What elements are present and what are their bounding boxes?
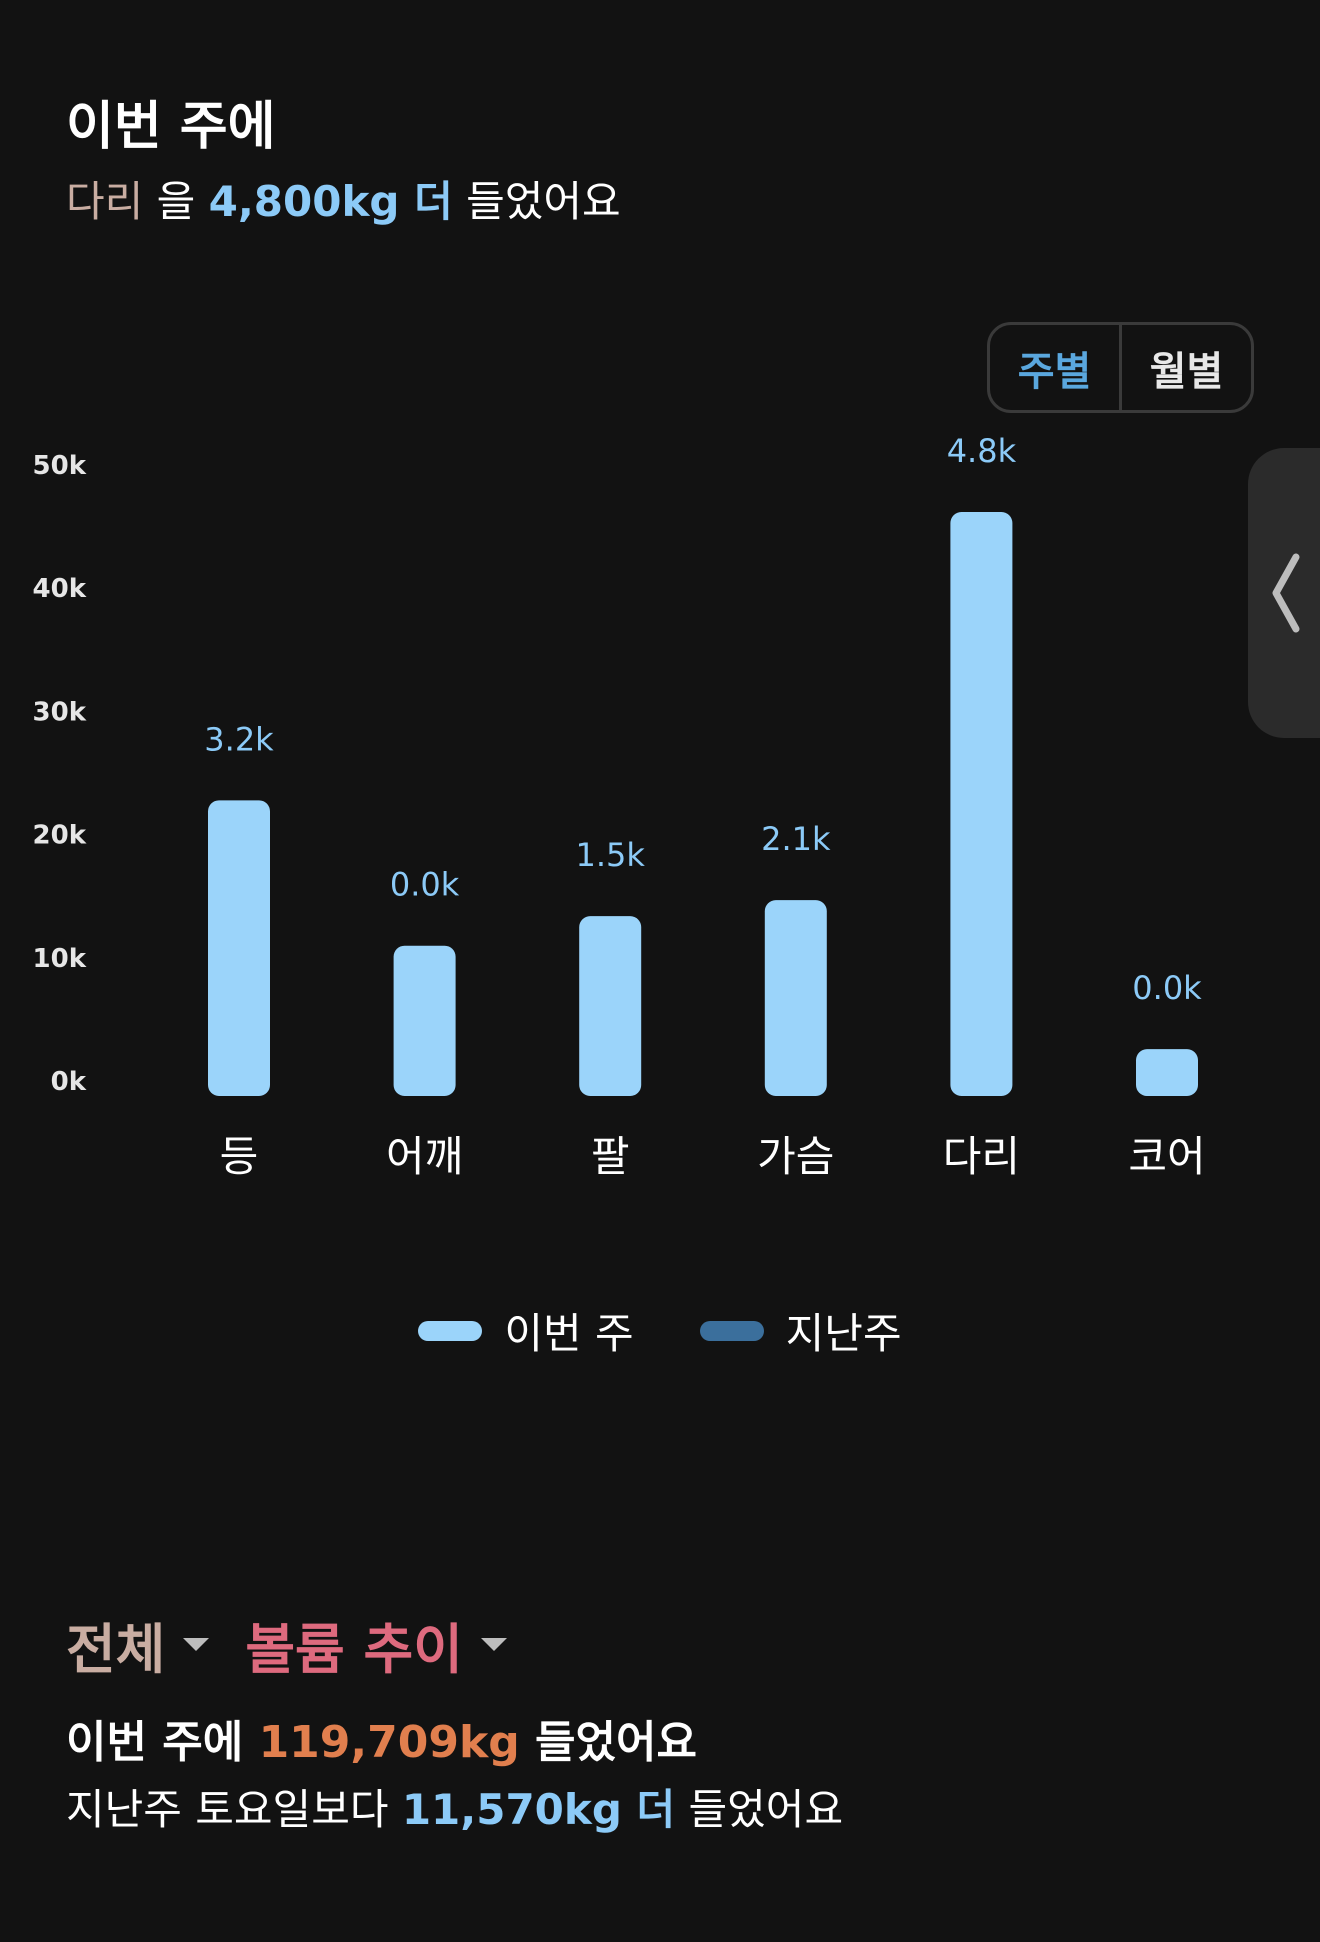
caret-down-icon (183, 1638, 210, 1651)
category-label: 다리 (943, 1132, 1020, 1181)
weekly-total-summary: 이번 주에 119,709kg 들었어요 (66, 1706, 697, 1770)
legend-item-last-week: 지난주 (699, 1300, 902, 1361)
period-toggle: 주별 월별 (987, 322, 1254, 413)
metric-filter-label: 볼륨 추이 (245, 1618, 463, 1681)
volume-chart: 0k 10k 20k 30k 40k 50k 3.2k 등 0.0k 어깨 1.5k 팔 2.1k 가슴 4… (0, 420, 1320, 1220)
y-tick-label: 40k (33, 574, 87, 604)
legend-swatch-last-week (699, 1320, 764, 1341)
legend-swatch-this-week (418, 1320, 483, 1341)
bar-value-label: 0.0k (390, 866, 460, 904)
category-label: 가슴 (757, 1132, 834, 1181)
bar (393, 945, 456, 1096)
legend-label-this-week: 이번 주 (504, 1309, 634, 1358)
chart-svg: 0k 10k 20k 30k 40k 50k 3.2k 등 0.0k 어깨 1.5k 팔 2.1k 가슴 4… (33, 432, 1206, 1181)
legend-item-this-week: 이번 주 (418, 1300, 634, 1361)
weekly-total-amount: 119,709kg (258, 1717, 520, 1768)
filter-bar: 전체 볼륨 추이 (66, 1605, 529, 1684)
bar-value-label: 1.5k (575, 836, 645, 874)
bar (1136, 1049, 1198, 1096)
summary-line2-suffix: 들었어요 (675, 1785, 844, 1834)
subtitle-suffix: 들었어요 (452, 177, 621, 226)
caret-down-icon (480, 1638, 507, 1651)
subtitle-particle: 을 (143, 177, 209, 226)
legend-label-last-week: 지난주 (785, 1309, 902, 1358)
category-label: 코어 (1128, 1132, 1205, 1181)
side-drawer-handle[interactable] (1248, 448, 1320, 738)
bar (208, 800, 270, 1096)
bar (764, 900, 827, 1096)
category-label: 등 (220, 1132, 259, 1181)
bar-value-label: 3.2k (204, 720, 274, 758)
top-part-amount: 4,800kg (208, 177, 400, 226)
monthly-tab[interactable]: 월별 (1149, 348, 1224, 395)
bar (950, 512, 1013, 1096)
subtitle-more: 더 (399, 177, 453, 226)
body-part-filter[interactable]: 전체 (66, 1605, 210, 1684)
chevron-left-icon (1272, 553, 1300, 633)
y-tick-label: 30k (33, 697, 87, 727)
metric-filter[interactable]: 볼륨 추이 (245, 1605, 507, 1684)
bar-value-label: 2.1k (761, 820, 831, 858)
bar-value-label: 0.0k (1132, 969, 1202, 1007)
bar (579, 916, 642, 1096)
y-tick-label: 0k (51, 1067, 87, 1097)
bar-value-label: 4.8k (947, 432, 1017, 470)
page-title: 이번 주에 (66, 97, 276, 157)
chart-legend: 이번 주 지난주 (0, 1300, 1320, 1361)
y-tick-label: 10k (33, 944, 87, 974)
weekly-compare-summary: 지난주 토요일보다 11,570kg 더 들었어요 (66, 1776, 843, 1837)
page-subtitle: 다리 을 4,800kg 더 들었어요 (66, 168, 621, 229)
y-tick-label: 50k (33, 451, 87, 481)
weekly-tab[interactable]: 주별 (1017, 348, 1092, 395)
summary-line1-prefix: 이번 주에 (66, 1717, 259, 1768)
y-tick-label: 20k (33, 821, 87, 851)
top-part-label: 다리 (66, 177, 144, 226)
body-part-filter-label: 전체 (66, 1618, 166, 1681)
summary-line2-prefix: 지난주 토요일보다 (66, 1785, 402, 1834)
toggle-divider (1119, 325, 1122, 410)
category-label: 팔 (591, 1132, 630, 1181)
category-label: 어깨 (386, 1132, 463, 1181)
weekly-diff-amount: 11,570kg 더 (401, 1785, 676, 1834)
summary-line1-suffix: 들었어요 (519, 1717, 697, 1768)
